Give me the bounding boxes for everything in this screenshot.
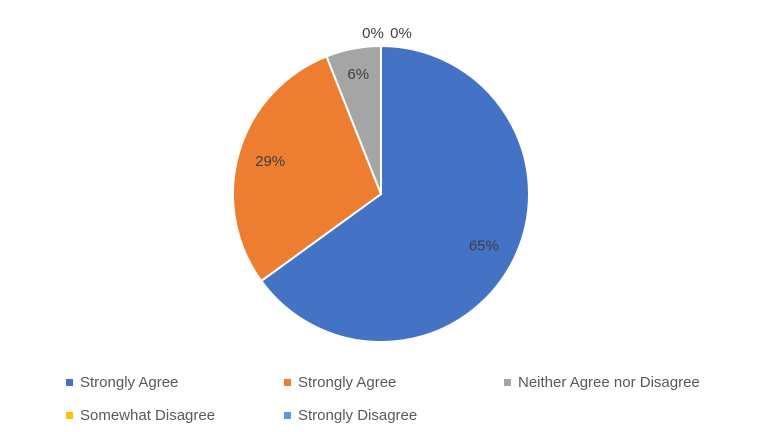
data-label-strongly-disagree: 0%: [390, 25, 412, 42]
legend-label: Strongly Agree: [80, 374, 179, 391]
legend-item-somewhat-disagree: Somewhat Disagree: [66, 407, 215, 424]
data-label-neither-agree-nor-disagree: 6%: [347, 66, 369, 83]
legend-label: Strongly Disagree: [298, 407, 418, 424]
pie-slice-neither-agree-nor-disagree: [325, 44, 382, 195]
pie-slice-strongly-agree: [259, 44, 530, 343]
legend-swatch-neither: [504, 379, 511, 386]
legend-swatch-strongly-agree: [66, 379, 73, 386]
pie-slice-strongly-agree-2: [232, 55, 383, 283]
data-label-somewhat-disagree: 0%: [362, 25, 384, 42]
legend-item-neither-agree-nor-disagree: Neither Agree nor Disagree: [504, 374, 700, 391]
pie-chart-canvas: 65% 29% 6% 0% 0%: [232, 25, 530, 343]
legend-swatch-somewhat-disagree: [66, 412, 73, 419]
legend-swatch-strongly-agree-2: [284, 379, 291, 386]
legend-item-strongly-disagree: Strongly Disagree: [284, 407, 417, 424]
legend-label: Strongly Agree: [298, 374, 397, 391]
legend-label: Neither Agree nor Disagree: [518, 374, 700, 391]
data-label-strongly-agree-2: 29%: [255, 153, 285, 170]
legend-item-strongly-agree-2: Strongly Agree: [284, 374, 396, 391]
legend-swatch-strongly-disagree: [284, 412, 291, 419]
legend-label: Somewhat Disagree: [80, 407, 216, 424]
legend-item-strongly-agree: Strongly Agree: [66, 374, 178, 391]
data-label-strongly-agree: 65%: [469, 237, 499, 254]
